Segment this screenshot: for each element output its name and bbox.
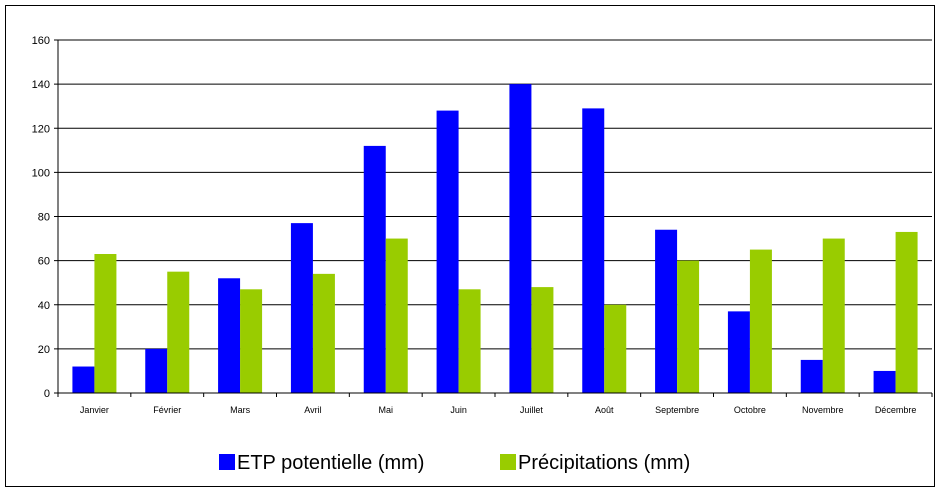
bar-precipitations <box>240 289 263 393</box>
x-tick-label: Mai <box>378 405 393 415</box>
x-axis-categories: Janvier Février Mars Avril Mai Juin Juillet Aoû… <box>80 405 916 415</box>
bar-etp <box>582 108 605 394</box>
x-tick-label: Février <box>153 405 181 415</box>
x-tick-label: Décembre <box>875 405 917 415</box>
bar-precipitations <box>458 289 481 393</box>
bar-etp <box>72 366 95 393</box>
axes <box>57 40 933 397</box>
bar-etp <box>363 145 386 393</box>
x-tick-label: Janvier <box>80 405 109 415</box>
x-tick-label: Avril <box>304 405 321 415</box>
x-tick-label: Novembre <box>802 405 844 415</box>
y-tick-label: 80 <box>38 212 50 224</box>
bar-precipitations <box>312 273 335 393</box>
y-tick-label: 60 <box>38 256 50 268</box>
bar-etp <box>509 84 532 393</box>
bar-etp <box>800 359 823 393</box>
bar-etp <box>290 223 313 393</box>
bar-etp <box>218 278 241 393</box>
bar-precipitations <box>531 287 554 393</box>
x-tick-label: Octobre <box>734 405 766 415</box>
chart-frame <box>5 5 935 487</box>
bar-etp <box>655 229 678 393</box>
legend-label: ETP potentielle (mm) <box>237 452 424 474</box>
x-tick-label: Septembre <box>655 405 699 415</box>
x-tick-label: Août <box>595 405 614 415</box>
bars <box>72 84 918 394</box>
legend: ETP potentielle (mm) Précipitations (mm) <box>219 452 690 474</box>
y-tick-label: 120 <box>32 123 50 135</box>
y-tick-label: 40 <box>38 300 50 312</box>
x-tick-label: Mars <box>230 405 250 415</box>
x-tick-label: Juillet <box>520 405 544 415</box>
legend-label: Précipitations (mm) <box>518 452 690 474</box>
y-axis-ticks: 0 20 40 60 80 100 120 140 160 <box>32 35 58 400</box>
bar-etp <box>145 348 168 393</box>
bar-precipitations <box>749 249 772 393</box>
legend-swatch <box>219 454 235 470</box>
bar-precipitations <box>604 304 627 393</box>
bar-precipitations <box>677 260 700 393</box>
bar-etp <box>873 370 896 393</box>
bar-precipitations <box>822 238 845 393</box>
y-tick-label: 160 <box>32 35 50 47</box>
y-tick-label: 140 <box>32 79 50 91</box>
legend-swatch <box>500 454 516 470</box>
bar-etp <box>727 311 750 393</box>
bar-etp <box>436 110 459 393</box>
bar-precipitations <box>94 254 117 393</box>
bar-precipitations <box>895 231 918 393</box>
y-tick-label: 100 <box>32 167 50 179</box>
gridlines <box>58 39 932 350</box>
bar-precipitations <box>167 271 190 393</box>
y-tick-label: 20 <box>38 344 50 356</box>
bar-precipitations <box>385 238 408 393</box>
x-tick-label: Juin <box>450 405 467 415</box>
y-tick-label: 0 <box>44 388 50 400</box>
